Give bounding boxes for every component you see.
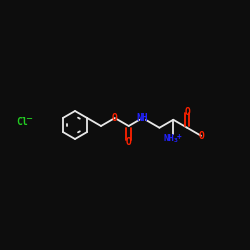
Text: NH: NH — [164, 134, 175, 143]
Text: O: O — [126, 137, 132, 147]
Text: −: − — [25, 114, 32, 124]
Text: O: O — [184, 107, 190, 117]
Text: 3: 3 — [174, 138, 178, 143]
Text: Cl: Cl — [16, 117, 28, 127]
Text: +: + — [176, 132, 181, 141]
Text: O: O — [112, 113, 118, 123]
Text: NH: NH — [137, 113, 148, 123]
Text: O: O — [199, 131, 205, 141]
